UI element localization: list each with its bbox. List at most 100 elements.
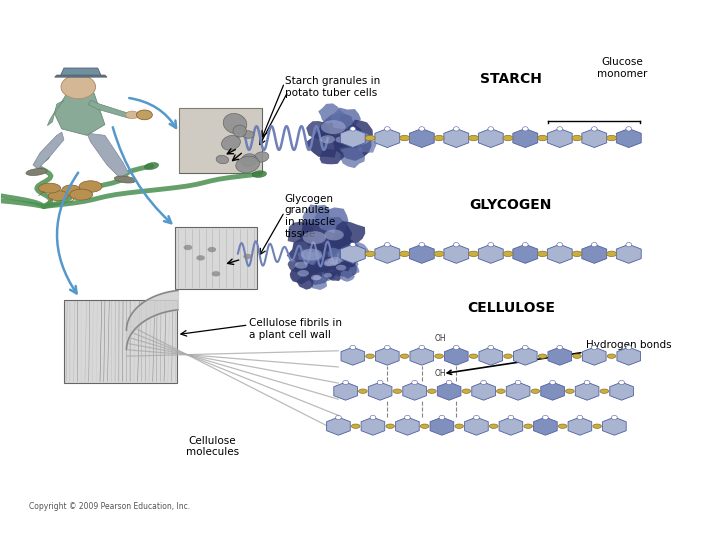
Ellipse shape	[39, 183, 60, 194]
Ellipse shape	[295, 261, 307, 269]
Polygon shape	[89, 100, 130, 118]
Ellipse shape	[400, 136, 410, 141]
Polygon shape	[582, 245, 607, 264]
Ellipse shape	[126, 111, 139, 119]
Ellipse shape	[420, 424, 429, 428]
Ellipse shape	[557, 127, 562, 131]
Ellipse shape	[336, 415, 341, 420]
FancyArrowPatch shape	[113, 127, 171, 223]
Ellipse shape	[454, 242, 459, 247]
Ellipse shape	[323, 261, 333, 266]
Ellipse shape	[47, 190, 69, 201]
Polygon shape	[444, 129, 469, 147]
Polygon shape	[513, 129, 538, 147]
Polygon shape	[302, 204, 330, 224]
Ellipse shape	[504, 354, 513, 359]
Ellipse shape	[405, 415, 410, 420]
Ellipse shape	[365, 136, 375, 141]
Polygon shape	[60, 68, 102, 76]
Ellipse shape	[400, 354, 409, 359]
Text: Cellulose fibrils in
a plant cell wall: Cellulose fibrils in a plant cell wall	[248, 319, 341, 340]
Polygon shape	[348, 120, 373, 139]
Ellipse shape	[145, 163, 158, 170]
Polygon shape	[321, 271, 336, 281]
Polygon shape	[297, 277, 314, 289]
Text: Glycogen
granules
in muscle
tissue: Glycogen granules in muscle tissue	[284, 194, 335, 239]
Ellipse shape	[606, 136, 616, 141]
Ellipse shape	[488, 242, 494, 247]
Polygon shape	[327, 271, 341, 281]
Ellipse shape	[488, 345, 494, 349]
Ellipse shape	[350, 345, 356, 349]
Ellipse shape	[348, 132, 371, 145]
Ellipse shape	[469, 136, 479, 141]
Polygon shape	[548, 347, 572, 365]
Ellipse shape	[241, 154, 256, 167]
Ellipse shape	[606, 251, 616, 256]
Ellipse shape	[591, 127, 597, 131]
Ellipse shape	[508, 415, 514, 420]
Polygon shape	[410, 347, 433, 365]
Polygon shape	[306, 266, 330, 285]
Ellipse shape	[343, 380, 348, 384]
FancyBboxPatch shape	[179, 109, 261, 173]
Ellipse shape	[524, 424, 533, 428]
Ellipse shape	[419, 345, 425, 349]
Polygon shape	[289, 267, 313, 285]
Text: Copyright © 2009 Pearson Education, Inc.: Copyright © 2009 Pearson Education, Inc.	[30, 502, 191, 511]
Ellipse shape	[572, 251, 582, 256]
Ellipse shape	[454, 345, 459, 349]
Polygon shape	[297, 249, 314, 261]
Polygon shape	[395, 417, 419, 435]
Ellipse shape	[481, 380, 487, 384]
Ellipse shape	[626, 345, 631, 349]
Polygon shape	[320, 256, 334, 267]
Ellipse shape	[419, 127, 425, 131]
Polygon shape	[513, 347, 537, 365]
Ellipse shape	[366, 354, 374, 359]
Polygon shape	[506, 382, 530, 400]
Polygon shape	[316, 113, 362, 147]
Ellipse shape	[114, 176, 135, 183]
Ellipse shape	[365, 251, 375, 256]
Ellipse shape	[523, 242, 528, 247]
Polygon shape	[375, 245, 400, 264]
Ellipse shape	[71, 190, 91, 200]
Polygon shape	[87, 133, 129, 177]
FancyBboxPatch shape	[179, 109, 261, 173]
FancyArrowPatch shape	[57, 173, 78, 293]
Text: STARCH: STARCH	[480, 72, 542, 86]
Ellipse shape	[490, 424, 498, 428]
Ellipse shape	[320, 135, 335, 144]
Polygon shape	[322, 263, 341, 278]
Text: CELLULOSE: CELLULOSE	[467, 301, 555, 315]
Polygon shape	[330, 107, 361, 129]
Polygon shape	[334, 221, 365, 245]
Polygon shape	[55, 93, 105, 136]
Ellipse shape	[384, 345, 390, 349]
Ellipse shape	[359, 389, 367, 393]
Ellipse shape	[503, 251, 513, 256]
Ellipse shape	[572, 136, 582, 141]
Polygon shape	[430, 417, 454, 435]
Ellipse shape	[137, 110, 153, 120]
Ellipse shape	[197, 255, 205, 261]
Polygon shape	[338, 270, 355, 282]
Ellipse shape	[593, 424, 601, 428]
Polygon shape	[318, 235, 363, 267]
Ellipse shape	[216, 156, 228, 164]
Ellipse shape	[558, 424, 567, 428]
Polygon shape	[304, 251, 325, 265]
Ellipse shape	[572, 354, 581, 359]
Ellipse shape	[60, 185, 82, 196]
Polygon shape	[603, 417, 626, 435]
Ellipse shape	[336, 265, 346, 271]
Ellipse shape	[324, 273, 332, 278]
Polygon shape	[318, 103, 345, 124]
Ellipse shape	[434, 251, 444, 256]
Polygon shape	[541, 382, 564, 400]
Ellipse shape	[313, 275, 322, 280]
Ellipse shape	[328, 257, 342, 265]
Polygon shape	[343, 255, 357, 267]
Ellipse shape	[184, 245, 192, 250]
